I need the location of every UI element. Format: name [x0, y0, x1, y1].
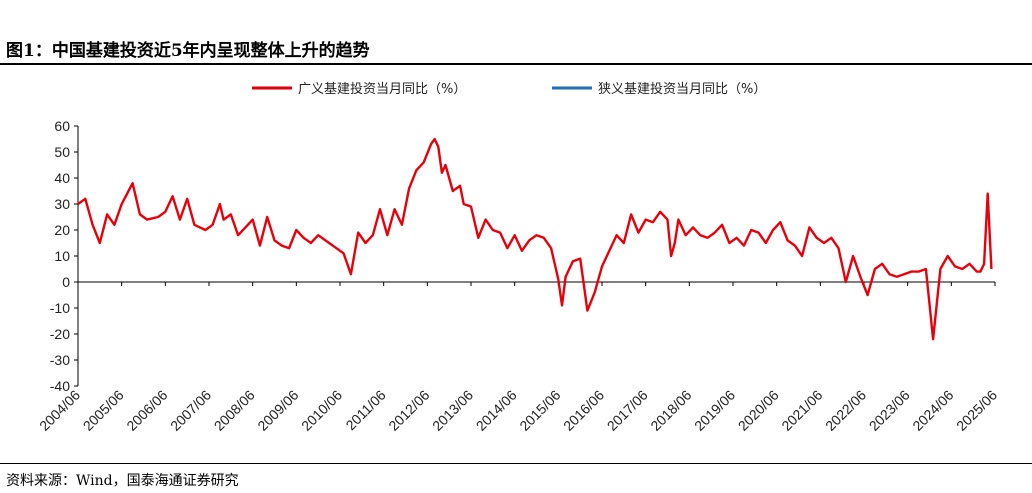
x-tick-label: 2010/06 — [298, 387, 345, 434]
x-tick-label: 2013/06 — [429, 387, 476, 434]
source-note: 资料来源：Wind，国泰海通证券研究 — [6, 473, 239, 489]
y-tick-label: 30 — [54, 196, 70, 212]
x-tick-label: 2015/06 — [516, 387, 563, 434]
y-tick-label: 10 — [54, 248, 70, 264]
x-tick-label: 2008/06 — [211, 387, 258, 434]
x-tick-label: 2018/06 — [647, 387, 694, 434]
x-tick-label: 2017/06 — [604, 387, 651, 434]
x-tick-label: 2012/06 — [385, 387, 432, 434]
x-tick-label: 2023/06 — [866, 387, 913, 434]
series-layer — [77, 137, 993, 341]
y-tick-label: 0 — [62, 274, 70, 290]
x-axis: 2004/062005/062006/062007/062008/062009/… — [36, 281, 1000, 434]
y-axis: 60 50 40 30 20 10 0 -10 -20 -30 -40 — [50, 118, 79, 394]
y-tick-label: 40 — [54, 170, 70, 186]
figure-title: 图1：中国基建投资近5年内呈现整体上升的趋势 — [6, 41, 370, 61]
y-tick-label: -30 — [50, 352, 70, 368]
x-tick-label: 2011/06 — [342, 387, 389, 434]
y-tick-label: 60 — [54, 118, 70, 134]
x-tick-label: 2024/06 — [909, 387, 956, 434]
x-tick-label: 2014/06 — [473, 387, 520, 434]
x-tick-label: 2022/06 — [822, 387, 869, 434]
x-tick-label: 2005/06 — [80, 387, 127, 434]
source-rule — [0, 463, 1032, 464]
y-tick-label: 50 — [54, 144, 70, 160]
x-tick-label: 2020/06 — [735, 387, 782, 434]
x-tick-label: 2025/06 — [953, 387, 1000, 434]
legend-entry: 广义基建投资当月同比（%） — [298, 81, 466, 97]
chart-legend: 广义基建投资当月同比（%） 狭义基建投资当月同比（%） — [252, 81, 766, 97]
x-tick-label: 2006/06 — [123, 387, 170, 434]
y-tick-label: -10 — [50, 300, 70, 316]
x-tick-label: 2021/06 — [778, 387, 825, 434]
line-chart: 广义基建投资当月同比（%） 狭义基建投资当月同比（%） 60 50 40 30 20 10 0… — [36, 81, 1000, 434]
x-tick-label: 2019/06 — [691, 387, 738, 434]
legend-entry: 狭义基建投资当月同比（%） — [598, 81, 766, 97]
x-tick-label: 2007/06 — [167, 387, 214, 434]
x-tick-label: 2009/06 — [254, 387, 301, 434]
x-tick-label: 2016/06 — [560, 387, 607, 434]
title-rule — [0, 63, 1032, 65]
y-tick-label: 20 — [54, 222, 70, 238]
series-line-1 — [77, 137, 993, 341]
y-tick-label: -20 — [50, 326, 70, 342]
y-tick-label: -40 — [50, 378, 70, 394]
